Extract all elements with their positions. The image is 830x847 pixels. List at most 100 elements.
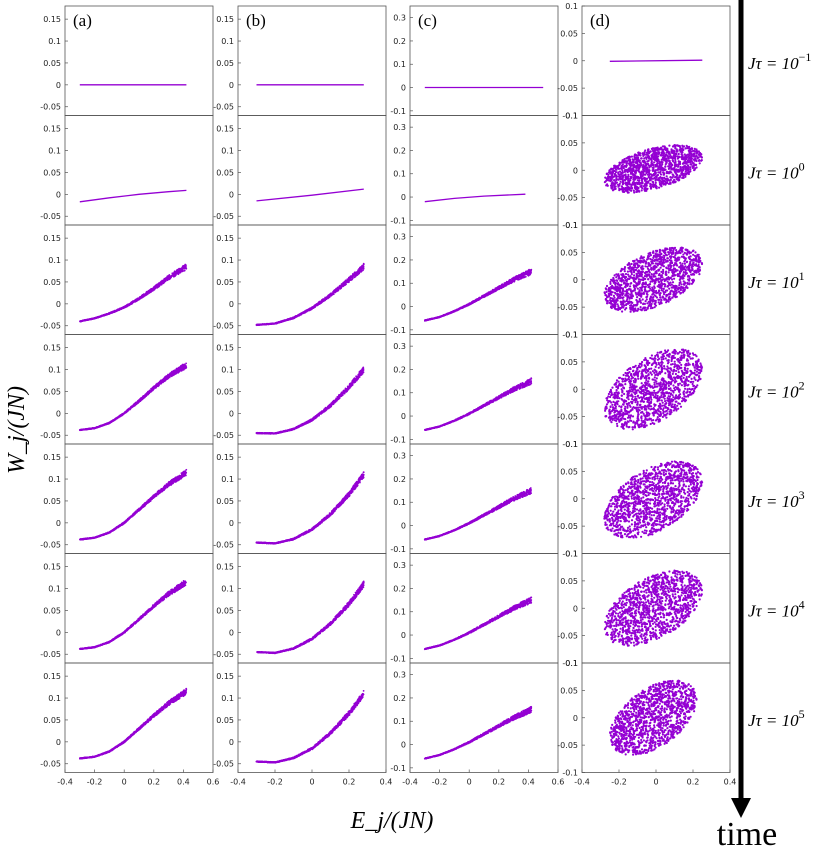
y-tick-label: -0.05 (40, 103, 61, 112)
y-tick-label: 0.1 (48, 475, 61, 484)
y-tick-label: 0 (56, 738, 61, 747)
x-tick-label: 0.2 (147, 778, 160, 787)
scatter-point (178, 267, 180, 270)
y-tick-label: 0.15 (43, 453, 61, 462)
panel-a-row-1: -0.05 0 0.05 0.1 0.15 (40, 115, 214, 226)
panel-frame (237, 224, 387, 335)
scatter-point (182, 695, 185, 698)
scatter-points (79, 468, 188, 541)
scatter-core (79, 471, 187, 541)
panel-frame (64, 553, 214, 664)
scatter-point (183, 269, 186, 272)
y-tick-label: -0.05 (40, 650, 61, 659)
scatter-point (185, 474, 187, 477)
y-tick-label: 0.05 (43, 716, 61, 725)
scatter-line (79, 189, 187, 203)
y-tick-label: 0.15 (43, 672, 61, 681)
panel-a-row-5: -0.05 0 0.05 0.1 0.15 (40, 553, 214, 664)
scatter-line (256, 188, 364, 202)
y-tick-label: -0.05 (213, 322, 234, 331)
scatter-point (181, 691, 183, 693)
y-tick-label: 0.05 (43, 278, 61, 287)
y-tick-label: 0.05 (43, 387, 61, 396)
y-tick-label: -0.05 (40, 322, 61, 331)
y-tick-label: 0 (56, 628, 61, 637)
y-tick-label: -0.05 (213, 212, 234, 221)
scatter-point (180, 581, 183, 584)
y-tick-label: 0.15 (43, 234, 61, 243)
scatter-points (79, 687, 188, 760)
y-tick-label: 0 (229, 81, 234, 90)
scatter-point (175, 367, 178, 370)
y-tick-label: 0.1 (48, 147, 61, 156)
y-tick-label: 0.05 (216, 168, 234, 177)
y-tick-label: 0 (56, 409, 61, 418)
panel-b-row-2: -0.05 0 0.05 0.1 0.15 (213, 224, 387, 335)
y-tick-label: 0.1 (221, 37, 234, 46)
scatter-points (255, 262, 365, 327)
x-tick-label: 0.4 (177, 778, 190, 787)
y-tick-label: 0.05 (43, 606, 61, 615)
y-tick-label: -0.05 (40, 431, 61, 440)
y-tick-label: 0 (229, 300, 234, 309)
scatter-point (174, 480, 177, 483)
y-tick-label: -0.05 (40, 541, 61, 550)
y-tick-label: 0.15 (43, 344, 61, 353)
panel-frame (64, 115, 214, 226)
scatter-point (174, 275, 177, 277)
y-tick-label: 0.05 (43, 168, 61, 177)
y-tick-label: 0.1 (48, 37, 61, 46)
panel-label-b: (b) (246, 11, 266, 30)
panel-frame (64, 662, 214, 773)
scatter-points (79, 263, 188, 323)
x-tick-label: -0.4 (57, 778, 73, 787)
y-tick-label: 0.1 (221, 147, 234, 156)
y-tick-label: 0.1 (48, 366, 61, 375)
panel-frame (64, 443, 214, 554)
panel-frame (237, 115, 387, 226)
panel-frame (64, 224, 214, 335)
y-tick-label: 0.15 (216, 234, 234, 243)
scatter-points (78, 580, 187, 650)
x-tick-label: -0.2 (87, 778, 103, 787)
y-tick-label: 0.1 (48, 585, 61, 594)
scatter-point (178, 478, 181, 481)
y-tick-label: 0.15 (43, 15, 61, 24)
panel-frame (64, 334, 214, 445)
y-tick-label: 0.15 (216, 125, 234, 134)
scatter-point (185, 362, 188, 365)
scatter-core (79, 364, 187, 431)
y-tick-label: 0.15 (216, 15, 234, 24)
y-tick-label: 0.15 (43, 563, 61, 572)
y-tick-label: 0 (56, 300, 61, 309)
panel-a-row-3: -0.05 0 0.05 0.1 0.15 (40, 334, 214, 445)
y-tick-label: -0.05 (40, 212, 61, 221)
y-tick-label: 0 (56, 519, 61, 528)
panel-b-row-0: -0.05 0 0.05 0.1 0.15 (b) (213, 5, 387, 116)
x-tick-label: 0.6 (207, 778, 220, 787)
y-tick-label: -0.05 (213, 103, 234, 112)
scatter-point (181, 586, 184, 588)
y-tick-label: 0.05 (216, 59, 234, 68)
y-tick-label: 0.05 (216, 278, 234, 287)
panel-label-a: (a) (73, 11, 92, 30)
y-tick-label: 0.15 (43, 125, 61, 134)
x-tick-label: 0 (122, 778, 127, 787)
y-tick-label: 0.05 (43, 59, 61, 68)
y-tick-label: 0.1 (221, 256, 234, 265)
scatter-core (79, 581, 187, 650)
scatter-point (181, 270, 184, 273)
y-tick-label: 0 (229, 190, 234, 199)
scatter-point (170, 698, 172, 701)
y-tick-label: -0.05 (40, 760, 61, 769)
scatter-core (79, 690, 187, 760)
y-tick-label: 0 (56, 190, 61, 199)
y-tick-label: 0 (56, 81, 61, 90)
panel-a-row-0: -0.05 0 0.05 0.1 0.15 (a) (40, 5, 214, 116)
